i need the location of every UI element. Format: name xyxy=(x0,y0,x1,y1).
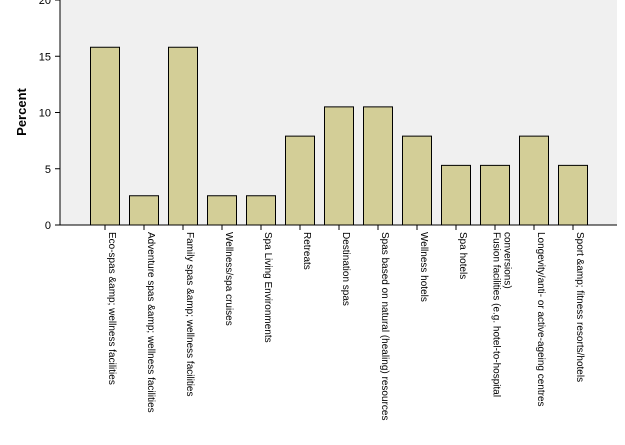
y-tick-label: 10 xyxy=(39,108,51,120)
x-category-label: Adventure spas &amp; wellness facilities xyxy=(145,232,156,413)
y-ticks-group: 0 5 10 15 20 xyxy=(39,0,60,232)
x-category-label: Sport &amp; fitness resorts/hotels xyxy=(574,232,585,382)
bar-2 xyxy=(129,195,159,226)
bar-6 xyxy=(285,135,315,226)
bar-7 xyxy=(324,106,354,226)
bar-5 xyxy=(246,195,276,226)
y-tick-label: 5 xyxy=(45,164,51,176)
bar-12 xyxy=(519,135,549,226)
x-category-label: Eco-spas &amp; wellness facilities xyxy=(106,232,117,385)
x-category-label: Destination spas xyxy=(340,232,351,306)
bars-group xyxy=(90,46,588,226)
bar-4 xyxy=(207,195,237,226)
x-category-label: Longevity/anti- or active-ageing centres xyxy=(535,232,546,407)
x-category-label: Wellness/spa cruises xyxy=(223,232,234,326)
x-category-label: Family spas &amp; wellness facilities xyxy=(184,232,195,397)
y-tick-label: 20 xyxy=(39,0,51,7)
bar-11 xyxy=(480,164,510,226)
y-tick-label: 0 xyxy=(45,220,51,232)
y-tick-label: 15 xyxy=(39,51,51,63)
bar-1 xyxy=(90,46,120,226)
x-category-label: Spa Living Environments xyxy=(262,232,273,343)
x-category-label: Fusion facilities (e.g. hotel-to-hospita… xyxy=(491,232,502,397)
x-category-label: conversions) xyxy=(502,232,513,289)
bar-8 xyxy=(363,106,393,226)
bar-3 xyxy=(168,46,198,226)
y-axis-title: Percent xyxy=(14,87,29,135)
x-category-label: Wellness hotels xyxy=(418,232,429,302)
bar-13 xyxy=(558,164,588,226)
x-category-label: Spas based on natural (healing) resource… xyxy=(379,232,390,420)
bar-9 xyxy=(402,135,432,226)
x-category-label: Spa hotels xyxy=(457,232,468,279)
x-labels-group: Eco-spas &amp; wellness facilities Advent… xyxy=(104,225,585,420)
x-category-label: Retreats xyxy=(301,232,312,270)
bar-10 xyxy=(441,164,471,226)
